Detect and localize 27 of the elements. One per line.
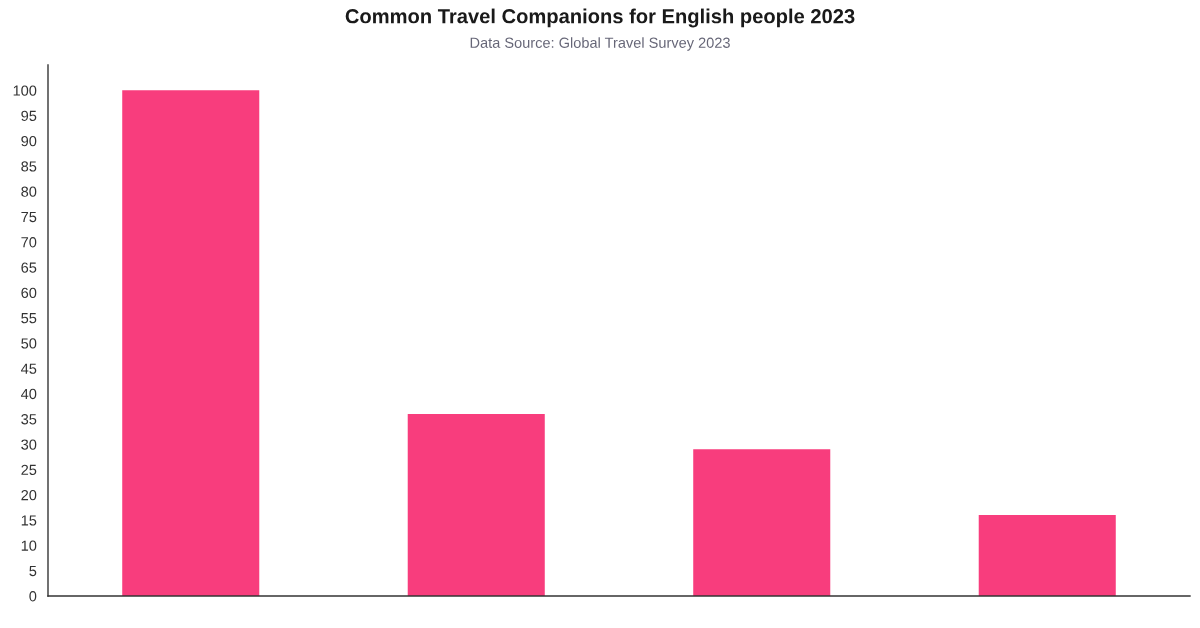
y-tick-label: 45 [21,363,37,374]
y-tick-label: 40 [21,388,37,400]
bar [407,413,545,596]
y-tick-label: 15 [21,515,37,526]
y-tick-label: 35 [21,414,37,425]
y-tick-label: 30 [21,439,37,450]
y-tick-label: 90 [21,135,37,147]
y-tick-label: 85 [21,161,37,172]
y-tick-label: 75 [21,211,37,223]
y-tick-label: 95 [21,110,37,121]
y-tick-label: 55 [21,313,37,324]
y-tick-label: 65 [21,262,37,273]
y-tick-label: 80 [21,186,37,197]
y-tick-label: 10 [21,540,37,551]
y-tick-label: 25 [21,464,37,475]
y-tick-label: 0 [29,591,37,602]
bar [978,515,1116,596]
y-tick-label: 50 [21,338,37,349]
chart-subtitle: Data Source: Global Travel Survey 2023 [470,37,730,51]
bar [122,90,260,596]
y-tick-label: 60 [21,287,37,298]
chart-title: Common Travel Companions for English people 2023 [345,8,855,28]
bar [693,449,831,596]
y-tick-label: 100 [13,85,37,96]
y-tick-label: 70 [21,237,37,248]
y-tick-label: 20 [21,489,37,501]
y-tick-label: 5 [29,565,37,577]
